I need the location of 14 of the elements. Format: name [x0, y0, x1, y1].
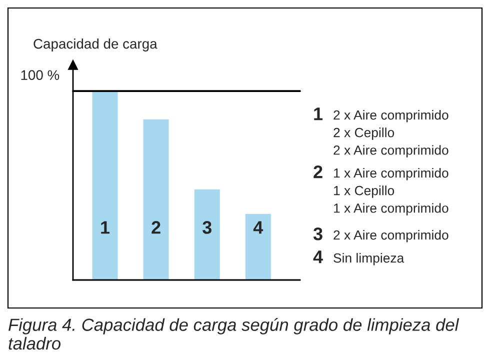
text: Figura 4. Capacidad de carga según grado de limpieza del taladro [8, 318, 460, 350]
x-tick-label: 3 [202, 221, 212, 234]
y-axis-title: Capacidad de carga [34, 38, 158, 52]
category-label: 1 [314, 108, 323, 120]
x-tick-label: 1 [101, 221, 110, 234]
category-label: 4 [313, 250, 323, 264]
text: 1 x Aire comprimido 1 x Cepillo 1 x Aire comprimido [334, 168, 448, 216]
category-label: 2 [314, 165, 322, 178]
legend-label: 100 % [21, 70, 60, 80]
text: Sin limpieza [334, 253, 404, 266]
text: 2 x Aire comprimido 2 x Cepillo 2 x Aire comprimido [334, 110, 448, 158]
x-tick-label: 4 [253, 221, 264, 234]
x-tick-label: 2 [152, 221, 160, 234]
text: 2 x Aire comprimido [334, 230, 448, 242]
